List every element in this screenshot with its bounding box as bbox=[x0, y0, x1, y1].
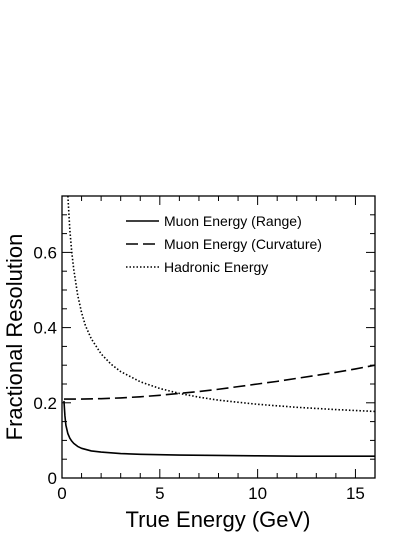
series-muon-range-line bbox=[63, 400, 375, 457]
x-tick-label: 10 bbox=[248, 484, 267, 503]
legend: Muon Energy (Range) Muon Energy (Curvatu… bbox=[126, 213, 322, 275]
y-tick-label: 0.4 bbox=[33, 319, 57, 338]
x-tick-label: 0 bbox=[57, 484, 66, 503]
legend-entry-hadronic: Hadronic Energy bbox=[126, 259, 268, 275]
legend-entry-muon-range: Muon Energy (Range) bbox=[126, 213, 302, 229]
plot-frame bbox=[61, 195, 376, 479]
series-hadronic-line bbox=[67, 196, 375, 413]
y-tick-label: 0.6 bbox=[33, 243, 57, 262]
legend-label-muon-curvature: Muon Energy (Curvature) bbox=[164, 236, 322, 252]
tick-labels: 0 5 10 15 0 0.2 0.4 0.6 bbox=[33, 243, 365, 503]
x-tick-label: 15 bbox=[346, 484, 365, 503]
y-axis-title: Fractional Resolution bbox=[2, 234, 27, 441]
y-tick-label: 0.2 bbox=[33, 394, 57, 413]
legend-label-hadronic: Hadronic Energy bbox=[164, 259, 268, 275]
x-axis-title: True Energy (GeV) bbox=[125, 507, 310, 532]
series-muon-curvature-line bbox=[63, 364, 375, 400]
series-layer bbox=[63, 196, 375, 457]
y-tick-label: 0 bbox=[48, 469, 57, 488]
legend-label-muon-range: Muon Energy (Range) bbox=[164, 213, 302, 229]
legend-entry-muon-curvature: Muon Energy (Curvature) bbox=[126, 236, 322, 252]
x-tick-label: 5 bbox=[155, 484, 164, 503]
